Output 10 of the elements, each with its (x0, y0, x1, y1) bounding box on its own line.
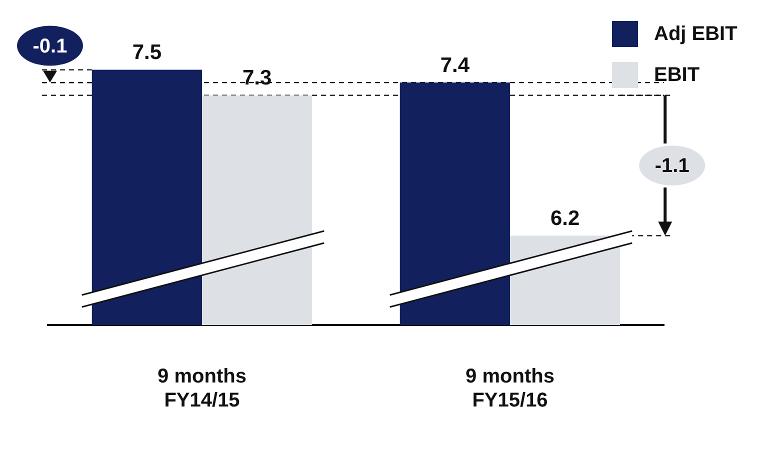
data-label: 7.3 (242, 66, 272, 90)
x-tick-label: 9 months FY15/16 (466, 366, 554, 412)
data-label: 7.5 (132, 41, 162, 64)
x-tick-label: 9 months FY14/15 (158, 366, 246, 412)
legend-label: EBIT (654, 64, 700, 86)
annotation: -1.1 (654, 155, 690, 178)
data-label: 7.4 (440, 54, 470, 77)
text: -0.1 (32, 35, 68, 58)
data-label: 6.2 (550, 206, 580, 230)
legend-label: Adj EBIT (654, 22, 738, 46)
